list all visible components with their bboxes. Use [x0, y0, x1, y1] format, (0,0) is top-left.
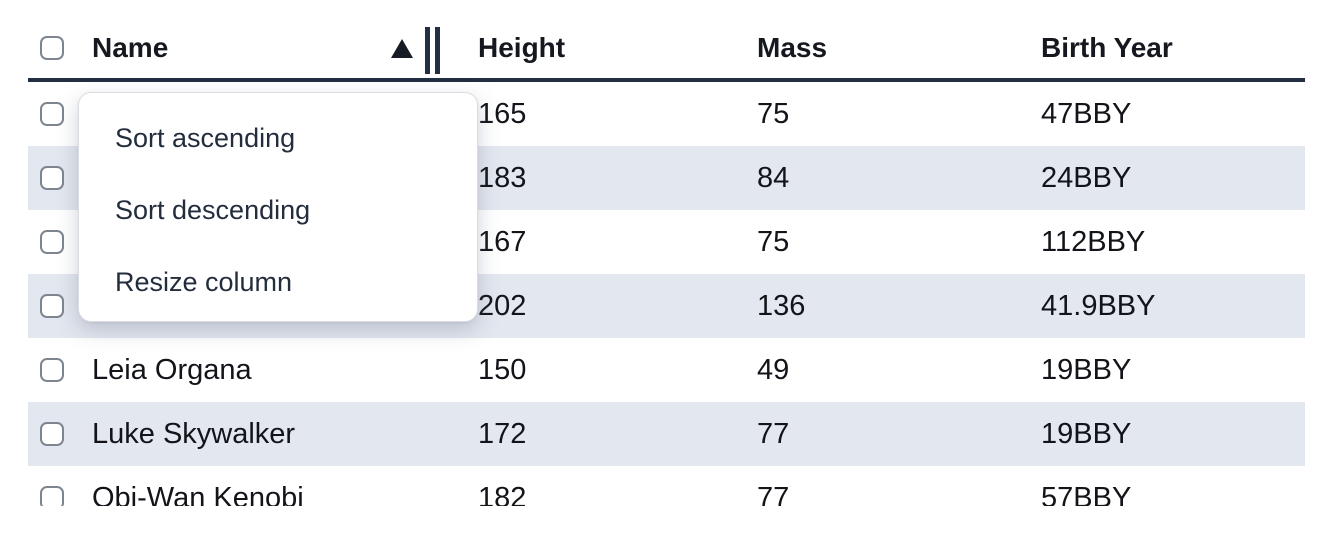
cell-height: 202 — [478, 289, 527, 322]
row-checkbox-cell — [28, 466, 82, 506]
cell-name: Obi-Wan Kenobi — [92, 481, 304, 507]
resize-bar-icon — [435, 27, 440, 74]
cell-height: 150 — [478, 353, 527, 386]
row-checkbox[interactable] — [40, 422, 64, 446]
table-row: Obi-Wan Kenobi 182 77 57BBY — [28, 466, 1305, 506]
row-checkbox-cell — [28, 146, 82, 210]
row-checkbox-cell — [28, 274, 82, 338]
cell-birth-year: 57BBY — [1041, 481, 1132, 507]
column-context-menu: Sort ascending Sort descending Resize co… — [78, 92, 478, 322]
cell-birth-year: 41.9BBY — [1041, 289, 1156, 322]
column-header-name-label: Name — [92, 32, 169, 63]
column-header-name[interactable]: Name — [82, 18, 450, 78]
cell-name: Leia Organa — [92, 353, 252, 386]
table-row: Luke Skywalker 172 77 19BBY — [28, 402, 1305, 466]
cell-height: 172 — [478, 417, 527, 450]
column-header-birth-year[interactable]: Birth Year — [1013, 18, 1305, 78]
cell-birth-year: 19BBY — [1041, 417, 1132, 450]
cell-name: Luke Skywalker — [92, 417, 296, 450]
cell-height: 182 — [478, 481, 527, 507]
row-checkbox-cell — [28, 338, 82, 402]
select-all-checkbox[interactable] — [40, 36, 64, 60]
table-header-row: Name Height Mass Birth Year — [28, 0, 1305, 82]
resize-bar-icon — [425, 27, 430, 74]
cell-mass: 84 — [757, 161, 790, 194]
data-table: Name Height Mass Birth Year 165 75 47BBY… — [28, 0, 1305, 506]
row-checkbox[interactable] — [40, 294, 64, 318]
sort-ascending-icon — [391, 38, 413, 58]
cell-mass: 75 — [757, 225, 790, 258]
cell-mass: 77 — [757, 481, 790, 507]
row-checkbox[interactable] — [40, 230, 64, 254]
table-row: 202 136 41.9BBY — [28, 274, 1305, 338]
row-checkbox-cell — [28, 402, 82, 466]
row-checkbox-cell — [28, 210, 82, 274]
row-checkbox[interactable] — [40, 358, 64, 382]
column-header-height[interactable]: Height — [450, 18, 729, 78]
row-checkbox-cell — [28, 82, 82, 146]
menu-item-resize-column[interactable]: Resize column — [115, 266, 293, 297]
column-header-mass[interactable]: Mass — [729, 18, 1013, 78]
cell-height: 167 — [478, 225, 527, 258]
row-checkbox[interactable] — [40, 166, 64, 190]
column-header-height-label: Height — [478, 32, 566, 63]
menu-item-sort-descending[interactable]: Sort descending — [115, 194, 311, 225]
row-checkbox[interactable] — [40, 102, 64, 126]
column-header-birth-year-label: Birth Year — [1041, 32, 1173, 63]
cell-birth-year: 112BBY — [1041, 225, 1146, 258]
table-row: Leia Organa 150 49 19BBY — [28, 338, 1305, 402]
row-checkbox[interactable] — [40, 486, 64, 506]
cell-birth-year: 24BBY — [1041, 161, 1132, 194]
cell-birth-year: 19BBY — [1041, 353, 1132, 386]
cell-height: 165 — [478, 97, 527, 130]
menu-item-sort-ascending[interactable]: Sort ascending — [115, 122, 296, 153]
cell-height: 183 — [478, 161, 527, 194]
cell-mass: 75 — [757, 97, 790, 130]
column-resize-handle[interactable] — [425, 27, 440, 74]
select-all-cell — [28, 18, 82, 78]
table-row: 167 75 112BBY — [28, 210, 1305, 274]
column-header-mass-label: Mass — [757, 32, 828, 63]
cell-birth-year: 47BBY — [1041, 97, 1132, 130]
cell-mass: 77 — [757, 417, 790, 450]
cell-mass: 49 — [757, 353, 790, 386]
table-row: 165 75 47BBY — [28, 82, 1305, 146]
cell-mass: 136 — [757, 289, 806, 322]
